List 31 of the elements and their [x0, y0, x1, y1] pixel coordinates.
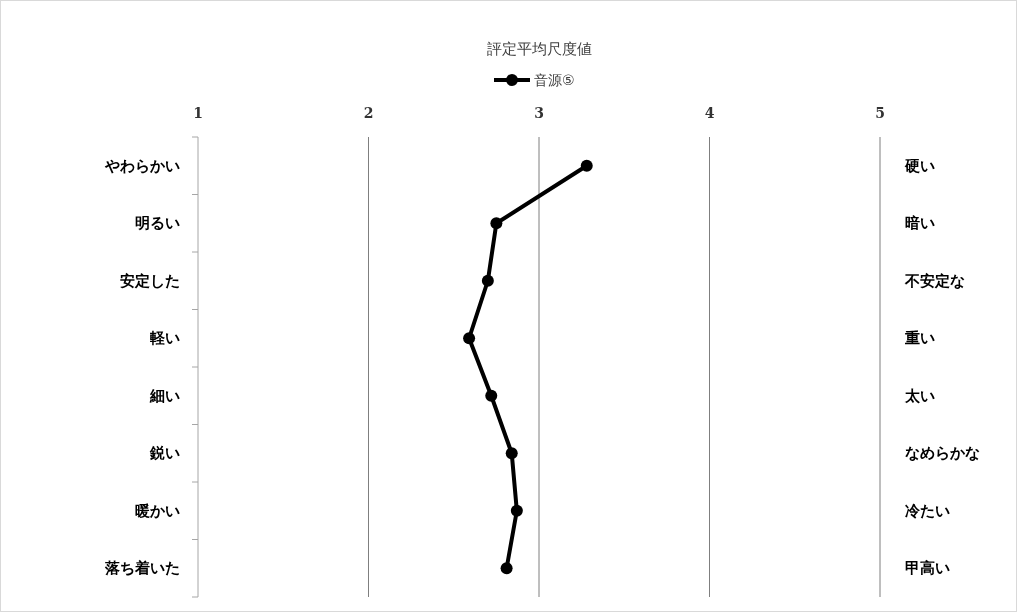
legend-label: 音源⑤	[534, 72, 575, 88]
point	[485, 389, 498, 402]
y-tick-label: 安定した	[120, 271, 180, 290]
y-tick-label: 軽い	[149, 329, 180, 348]
y-tick-label: 暖かい	[135, 501, 180, 520]
y-tick-label: 落ち着いた	[104, 559, 180, 578]
y2-tick-label: 太い	[904, 386, 935, 405]
x-tick-label: 4	[704, 105, 715, 121]
y-tick-label: 鋭い	[149, 444, 180, 463]
point	[580, 159, 593, 172]
point	[463, 332, 476, 345]
point	[490, 217, 503, 230]
y2-tick-label: 冷たい	[905, 501, 950, 520]
x-tick-label: 2	[363, 105, 374, 121]
point	[505, 447, 518, 460]
y-tick-label: 細い	[149, 386, 180, 405]
x-tick-label: 1	[193, 105, 203, 121]
y2-tick-label: 硬い	[904, 156, 935, 175]
y2-tick-label: 不安定な	[904, 271, 965, 290]
y2-tick-label: 重い	[904, 329, 935, 348]
y2-tick-label: なめらかな	[905, 444, 980, 463]
y-tick-label: 明るい	[135, 214, 180, 233]
y2-tick-label: 甲高い	[905, 559, 950, 578]
x-tick-label: 3	[534, 105, 544, 121]
point	[500, 562, 513, 575]
point	[510, 504, 523, 517]
y2-tick-label: 暗い	[905, 214, 935, 233]
chart-title: 評定平均尺度値	[486, 40, 592, 58]
y-tick-label: やわらかい	[104, 156, 180, 175]
point	[481, 274, 494, 287]
x-tick-label: 5	[875, 105, 885, 121]
